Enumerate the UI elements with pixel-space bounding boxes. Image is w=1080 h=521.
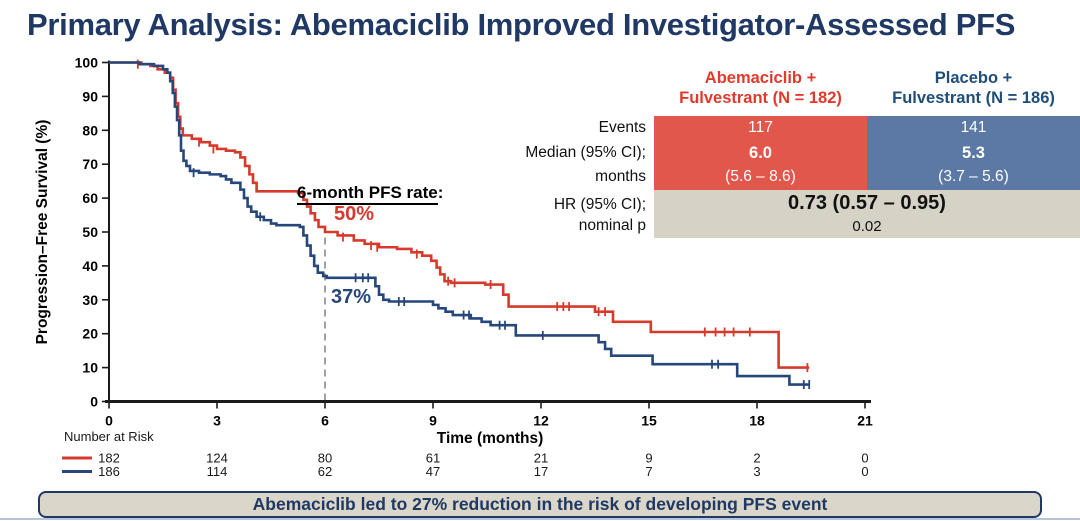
svg-text:9: 9 <box>429 413 437 429</box>
placebo-median-value: 5.3 <box>962 143 985 162</box>
svg-text:12: 12 <box>533 413 549 429</box>
summary-table: Abemaciclib + Fulvestrant (N = 182) Plac… <box>488 68 1080 239</box>
placebo-ci-value: (3.7 – 5.6) <box>938 168 1009 186</box>
six-month-annotation-colon: : <box>437 183 444 202</box>
placebo-column-header: Placebo + Fulvestrant (N = 186) <box>867 68 1080 108</box>
six-month-annotation-text: 6-month PFS rate <box>297 183 438 205</box>
svg-text:10: 10 <box>82 360 98 376</box>
svg-text:80: 80 <box>318 451 332 466</box>
conclusion-banner: Abemaciclib led to 27% reduction in the … <box>38 491 1042 518</box>
row-label-nominal-p: nominal p <box>578 217 646 235</box>
placebo-header-line1: Placebo + <box>934 69 1013 87</box>
svg-text:2: 2 <box>753 451 760 466</box>
abema-rate-label: 50% <box>334 203 375 225</box>
summary-table-headers: Abemaciclib + Fulvestrant (N = 182) Plac… <box>654 68 1080 108</box>
placebo-header-line2: Fulvestrant (N = 186) <box>892 89 1055 108</box>
summary-table-body: Events Median (95% CI); months HR (95% C… <box>488 116 1080 239</box>
svg-text:15: 15 <box>641 413 657 429</box>
svg-text:50: 50 <box>82 224 98 240</box>
svg-text:9: 9 <box>645 451 652 466</box>
abema-header-line1: Abemaciclib + <box>704 69 817 87</box>
placebo-cell: 141 5.3 (3.7 – 5.6) <box>867 116 1080 191</box>
summary-table-cells: 117 6.0 (5.6 – 8.6) 141 5.3 (3.7 – 5.6) … <box>654 116 1080 239</box>
svg-text:7: 7 <box>645 464 652 479</box>
svg-text:60: 60 <box>82 190 98 206</box>
svg-text:30: 30 <box>82 292 98 308</box>
row-label-months: months <box>595 168 646 186</box>
y-axis-title: Progression–Free Survival (%) <box>34 120 51 345</box>
placebo-events-value: 141 <box>960 119 987 137</box>
row-label-median: Median (95% CI); <box>525 143 646 161</box>
abema-header-line2: Fulvestrant (N = 182) <box>679 89 842 108</box>
abema-median-value: 6.0 <box>749 143 772 162</box>
six-month-annotation: 6-month PFS rate: <box>297 183 444 205</box>
number-at-risk-label: Number at Risk <box>64 429 154 444</box>
abema-cell: 117 6.0 (5.6 – 8.6) <box>654 116 867 191</box>
svg-text:47: 47 <box>426 464 440 479</box>
summary-row-labels: Events Median (95% CI); months HR (95% C… <box>488 116 654 238</box>
x-axis-title: Time (months) <box>437 430 544 447</box>
svg-text:6: 6 <box>321 413 329 429</box>
hr-value: 0.73 (0.57 – 0.95) <box>788 192 946 215</box>
summary-table-data-row: 117 6.0 (5.6 – 8.6) 141 5.3 (3.7 – 5.6) <box>654 116 1080 191</box>
svg-text:90: 90 <box>82 88 98 104</box>
svg-text:21: 21 <box>857 413 873 429</box>
svg-text:186: 186 <box>98 464 120 479</box>
svg-text:114: 114 <box>207 464 228 479</box>
svg-text:3: 3 <box>753 464 760 479</box>
bottom-rule <box>0 518 1080 520</box>
slide-title: Primary Analysis: Abemaciclib Improved I… <box>27 7 1016 42</box>
hr-cell: 0.73 (0.57 – 0.95) 0.02 <box>654 190 1080 239</box>
svg-text:0: 0 <box>90 394 98 410</box>
abema-ci-value: (5.6 – 8.6) <box>725 168 796 186</box>
svg-text:61: 61 <box>426 451 440 466</box>
svg-text:40: 40 <box>82 258 98 274</box>
svg-text:100: 100 <box>75 55 99 71</box>
abema-column-header: Abemaciclib + Fulvestrant (N = 182) <box>654 68 867 108</box>
row-label-hr: HR (95% CI); <box>553 196 646 214</box>
svg-text:21: 21 <box>534 451 548 466</box>
placebo-rate-label: 37% <box>331 286 372 308</box>
svg-text:0: 0 <box>861 451 868 466</box>
svg-text:182: 182 <box>98 451 120 466</box>
svg-text:80: 80 <box>82 122 98 138</box>
abema-events-value: 117 <box>748 119 773 137</box>
svg-text:70: 70 <box>82 156 98 172</box>
row-label-events: Events <box>598 119 646 137</box>
svg-text:20: 20 <box>82 326 98 342</box>
svg-text:3: 3 <box>213 413 221 429</box>
svg-text:124: 124 <box>206 451 228 466</box>
svg-text:0: 0 <box>861 464 868 479</box>
svg-text:18: 18 <box>749 413 765 429</box>
svg-text:62: 62 <box>318 464 332 479</box>
svg-text:0: 0 <box>105 413 113 429</box>
svg-text:17: 17 <box>534 464 548 479</box>
p-value: 0.02 <box>852 218 882 236</box>
